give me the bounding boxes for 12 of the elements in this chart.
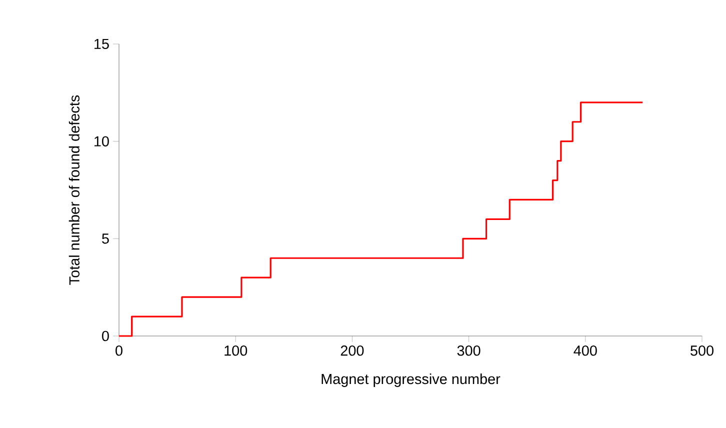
y-tick-label: 5 (102, 234, 109, 244)
y-tick-label: 0 (102, 330, 109, 342)
y-axis-title: Total number of found defects (68, 95, 80, 285)
x-tick-label: 100 (224, 346, 248, 356)
x-tick-label: 300 (457, 346, 480, 356)
x-tick-label: 200 (340, 346, 364, 356)
x-tick-label: 500 (690, 346, 714, 356)
x-tick-label: 400 (574, 346, 597, 356)
y-tick-label: 15 (94, 38, 109, 50)
x-tick-label: 0 (116, 346, 122, 356)
x-axis-title: Magnet progressive number (322, 374, 500, 387)
y-tick-label: 10 (94, 136, 109, 146)
